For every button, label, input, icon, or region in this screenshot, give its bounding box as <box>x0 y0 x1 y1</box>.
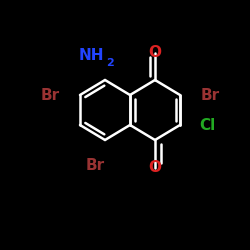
Text: Br: Br <box>86 158 104 172</box>
Text: Cl: Cl <box>200 118 216 132</box>
Text: Br: Br <box>40 88 60 102</box>
Text: 2: 2 <box>106 58 114 68</box>
Text: O: O <box>148 45 162 60</box>
Text: O: O <box>148 160 162 175</box>
Text: NH: NH <box>78 48 104 62</box>
Text: Br: Br <box>200 88 220 102</box>
